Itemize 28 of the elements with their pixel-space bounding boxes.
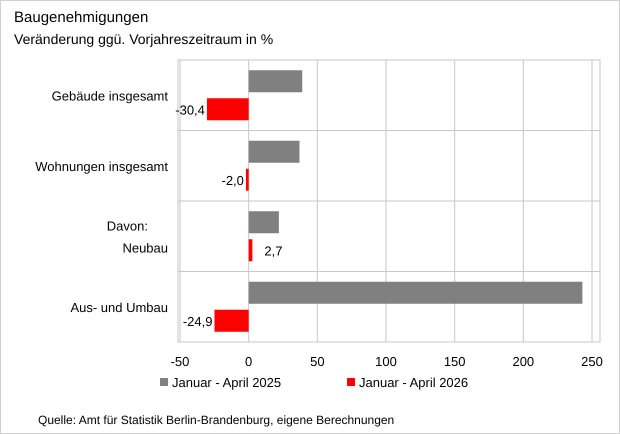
chart-title: Baugenehmigungen bbox=[14, 9, 148, 26]
bar bbox=[206, 98, 249, 120]
x-tick-label: -50 bbox=[170, 354, 190, 369]
bar bbox=[248, 211, 279, 234]
x-tick-label: 100 bbox=[375, 354, 397, 369]
data-label: -30,4 bbox=[175, 102, 205, 118]
bar bbox=[248, 70, 302, 92]
y-tick-label: Davon: Neubau bbox=[106, 218, 168, 256]
x-tick-label: 200 bbox=[512, 354, 534, 369]
legend-label: Januar - April 2025 bbox=[172, 375, 282, 390]
y-tick-label: Gebäude insgesamt bbox=[52, 88, 168, 104]
bar bbox=[248, 282, 582, 304]
x-tick-label: 250 bbox=[581, 354, 603, 369]
x-tick-label: 50 bbox=[310, 354, 325, 369]
data-label: 2,7 bbox=[264, 243, 282, 258]
y-tick-label: Wohnungen insgesamt bbox=[35, 158, 168, 174]
bar bbox=[248, 239, 252, 262]
bar bbox=[246, 168, 249, 191]
chart-subtitle: Veränderung ggü. Vorjahreszeitraum in % bbox=[14, 31, 274, 47]
data-label: -24,9 bbox=[182, 314, 212, 329]
data-label: -2,0 bbox=[222, 172, 244, 188]
bar bbox=[214, 310, 249, 332]
legend-label: Januar - April 2026 bbox=[359, 375, 468, 390]
x-tick-label: 150 bbox=[444, 354, 466, 369]
y-tick-label: Aus- und Umbau bbox=[70, 300, 168, 315]
x-tick-label: 0 bbox=[245, 354, 252, 369]
source-note: Quelle: Amt für Statistik Berlin-Brandenburg, eigene Berechnungen bbox=[38, 413, 394, 427]
bar bbox=[248, 140, 300, 163]
